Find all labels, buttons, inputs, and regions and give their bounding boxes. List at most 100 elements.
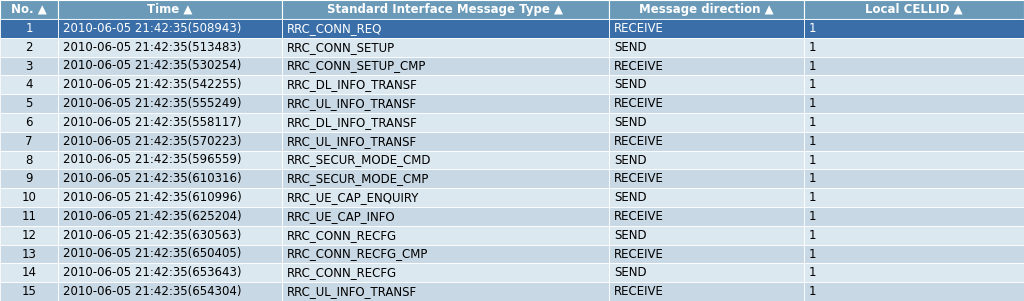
Bar	[58, 75, 282, 94]
Bar	[804, 207, 1024, 226]
Bar	[0, 188, 58, 207]
Text: 2010-06-05 21:42:35(530254): 2010-06-05 21:42:35(530254)	[63, 60, 242, 73]
Bar	[804, 226, 1024, 245]
Bar	[804, 169, 1024, 188]
Bar	[282, 113, 609, 132]
Text: 2010-06-05 21:42:35(558117): 2010-06-05 21:42:35(558117)	[63, 116, 242, 129]
Text: 1: 1	[809, 154, 816, 166]
Bar	[282, 57, 609, 75]
Bar	[804, 0, 1024, 19]
Bar	[0, 207, 58, 226]
Text: RRC_CONN_RECFG: RRC_CONN_RECFG	[287, 229, 396, 242]
Bar	[609, 57, 804, 75]
Text: 1: 1	[809, 97, 816, 110]
Text: 9: 9	[26, 172, 33, 185]
Bar	[58, 38, 282, 57]
Bar	[804, 38, 1024, 57]
Bar	[58, 19, 282, 38]
Text: 2010-06-05 21:42:35(654304): 2010-06-05 21:42:35(654304)	[63, 285, 242, 298]
Bar	[804, 188, 1024, 207]
Text: RRC_UL_INFO_TRANSF: RRC_UL_INFO_TRANSF	[287, 135, 417, 148]
Text: 1: 1	[809, 78, 816, 91]
Bar	[282, 207, 609, 226]
Text: RECEIVE: RECEIVE	[614, 285, 665, 298]
Bar	[58, 169, 282, 188]
Text: RRC_UE_CAP_INFO: RRC_UE_CAP_INFO	[287, 210, 395, 223]
Text: RRC_CONN_SETUP_CMP: RRC_CONN_SETUP_CMP	[287, 60, 426, 73]
Bar	[804, 282, 1024, 301]
Text: Message direction ▲: Message direction ▲	[639, 3, 774, 16]
Text: 1: 1	[809, 60, 816, 73]
Text: 1: 1	[809, 266, 816, 279]
Text: RRC_CONN_SETUP: RRC_CONN_SETUP	[287, 41, 394, 54]
Bar	[0, 94, 58, 113]
Text: SEND: SEND	[614, 229, 647, 242]
Bar	[804, 150, 1024, 169]
Bar	[58, 226, 282, 245]
Bar	[58, 57, 282, 75]
Text: SEND: SEND	[614, 266, 647, 279]
Bar	[282, 75, 609, 94]
Text: RRC_CONN_RECFG_CMP: RRC_CONN_RECFG_CMP	[287, 247, 428, 260]
Bar	[58, 94, 282, 113]
Bar	[282, 94, 609, 113]
Text: 1: 1	[26, 22, 33, 35]
Text: 3: 3	[26, 60, 33, 73]
Text: RECEIVE: RECEIVE	[614, 135, 665, 148]
Bar	[282, 132, 609, 150]
Bar	[282, 188, 609, 207]
Text: RRC_SECUR_MODE_CMD: RRC_SECUR_MODE_CMD	[287, 154, 431, 166]
Bar	[804, 263, 1024, 282]
Text: 12: 12	[22, 229, 37, 242]
Bar	[609, 19, 804, 38]
Text: RRC_DL_INFO_TRANSF: RRC_DL_INFO_TRANSF	[287, 78, 418, 91]
Text: RRC_CONN_REQ: RRC_CONN_REQ	[287, 22, 382, 35]
Text: 1: 1	[809, 247, 816, 260]
Text: 2010-06-05 21:42:35(650405): 2010-06-05 21:42:35(650405)	[63, 247, 242, 260]
Bar	[609, 207, 804, 226]
Text: 1: 1	[809, 135, 816, 148]
Bar	[282, 169, 609, 188]
Bar	[0, 282, 58, 301]
Bar	[58, 113, 282, 132]
Text: 1: 1	[809, 172, 816, 185]
Bar	[58, 245, 282, 263]
Bar	[609, 282, 804, 301]
Bar	[0, 245, 58, 263]
Bar	[58, 150, 282, 169]
Text: RRC_UE_CAP_ENQUIRY: RRC_UE_CAP_ENQUIRY	[287, 191, 419, 204]
Bar	[0, 169, 58, 188]
Bar	[609, 188, 804, 207]
Text: 1: 1	[809, 116, 816, 129]
Text: SEND: SEND	[614, 78, 647, 91]
Text: 2010-06-05 21:42:35(555249): 2010-06-05 21:42:35(555249)	[63, 97, 242, 110]
Text: 7: 7	[26, 135, 33, 148]
Bar	[609, 263, 804, 282]
Bar	[804, 19, 1024, 38]
Bar	[0, 75, 58, 94]
Text: RRC_CONN_RECFG: RRC_CONN_RECFG	[287, 266, 396, 279]
Bar	[282, 150, 609, 169]
Bar	[804, 75, 1024, 94]
Text: Standard Interface Message Type ▲: Standard Interface Message Type ▲	[328, 3, 563, 16]
Bar	[58, 207, 282, 226]
Text: 6: 6	[26, 116, 33, 129]
Text: 2010-06-05 21:42:35(542255): 2010-06-05 21:42:35(542255)	[63, 78, 242, 91]
Text: 2010-06-05 21:42:35(513483): 2010-06-05 21:42:35(513483)	[63, 41, 242, 54]
Text: 2010-06-05 21:42:35(596559): 2010-06-05 21:42:35(596559)	[63, 154, 242, 166]
Text: 13: 13	[22, 247, 37, 260]
Text: 2010-06-05 21:42:35(570223): 2010-06-05 21:42:35(570223)	[63, 135, 242, 148]
Text: RECEIVE: RECEIVE	[614, 210, 665, 223]
Bar	[58, 0, 282, 19]
Bar	[609, 132, 804, 150]
Text: RRC_UL_INFO_TRANSF: RRC_UL_INFO_TRANSF	[287, 285, 417, 298]
Bar	[804, 57, 1024, 75]
Bar	[282, 282, 609, 301]
Bar	[609, 94, 804, 113]
Text: 4: 4	[26, 78, 33, 91]
Text: RECEIVE: RECEIVE	[614, 60, 665, 73]
Bar	[804, 94, 1024, 113]
Bar	[0, 132, 58, 150]
Text: 2: 2	[26, 41, 33, 54]
Text: Time ▲: Time ▲	[147, 3, 193, 16]
